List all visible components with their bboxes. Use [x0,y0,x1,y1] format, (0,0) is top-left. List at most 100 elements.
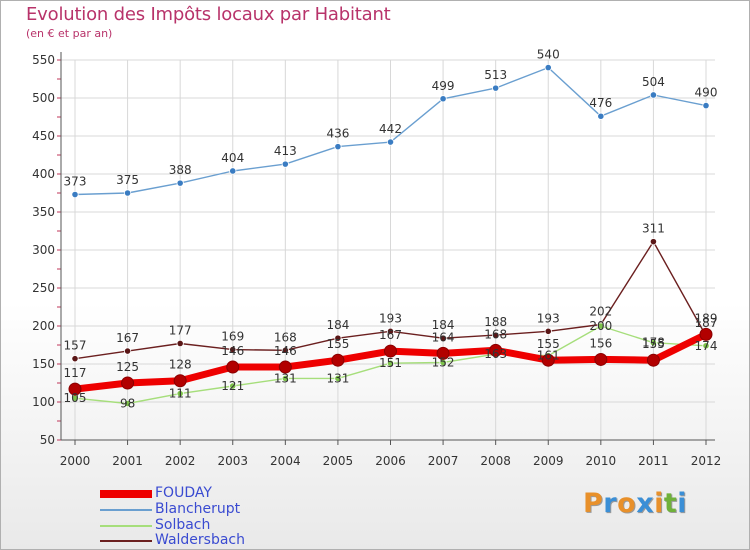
x-tick-label: 2007 [428,454,459,468]
data-point-fouday [226,360,240,374]
data-label-blancherupt: 404 [221,151,244,165]
data-point-blancherupt [544,64,552,72]
y-tick-label: 250 [32,281,55,295]
data-point-blancherupt [229,167,237,175]
data-label-fouday: 155 [642,337,665,351]
data-point-solbach [229,382,237,390]
x-tick-label: 2011 [638,454,669,468]
data-label-fouday: 167 [379,328,402,342]
data-point-fouday [121,376,135,390]
data-point-solbach [702,342,710,350]
x-tick-label: 2000 [60,454,91,468]
data-point-fouday [68,382,82,396]
data-label-fouday: 128 [169,358,192,372]
x-tick-label: 2006 [375,454,406,468]
data-point-solbach [334,374,342,383]
data-point-waldersbach [281,346,289,354]
y-tick-label: 150 [32,357,55,371]
data-label-fouday: 125 [116,360,139,374]
data-point-fouday [646,353,660,367]
data-label-blancherupt: 373 [64,175,87,189]
data-point-waldersbach [71,355,79,363]
data-point-fouday [278,360,292,374]
data-point-blancherupt [439,95,447,103]
x-tick-label: 2005 [323,454,354,468]
data-label-fouday: 156 [589,336,612,350]
data-point-waldersbach [649,238,658,246]
data-label-waldersbach: 184 [432,318,455,332]
data-point-waldersbach [176,339,184,348]
data-label-solbach: 111 [169,387,192,401]
legend-label-fouday: FOUDAY [155,485,212,501]
data-label-waldersbach: 167 [116,331,139,345]
data-label-waldersbach: 169 [221,330,244,344]
y-tick-label: 550 [32,53,55,67]
data-label-fouday: 155 [326,337,349,351]
data-label-fouday: 164 [432,330,455,344]
proxiti-logo: Proxiti [583,488,688,519]
data-point-blancherupt [334,143,342,151]
data-label-fouday: 189 [695,311,718,325]
data-label-waldersbach: 177 [169,323,192,337]
data-label-blancherupt: 499 [432,79,455,93]
data-label-blancherupt: 442 [379,122,402,136]
data-label-waldersbach: 311 [642,222,665,236]
data-label-solbach: 174 [695,339,718,353]
x-tick-label: 2003 [217,454,248,468]
data-point-blancherupt [597,112,605,120]
y-tick-label: 200 [32,319,55,333]
legend-swatch-solbach [100,525,152,527]
data-point-solbach [386,359,395,367]
data-label-solbach: 178 [642,336,665,350]
x-tick-label: 2012 [691,454,722,468]
data-label-blancherupt: 504 [642,75,665,89]
chart-subtitle: (en € et par an) [26,27,113,40]
data-label-waldersbach: 202 [589,304,612,318]
data-point-waldersbach [123,347,132,355]
y-tick-label: 450 [32,129,55,143]
data-label-blancherupt: 513 [484,68,507,82]
data-label-solbach: 151 [379,356,402,370]
data-label-solbach: 161 [537,349,560,363]
data-label-waldersbach: 188 [484,315,507,329]
legend-label-waldersbach: Waldersbach [155,532,246,548]
data-point-solbach [281,374,289,383]
data-point-waldersbach [439,334,447,342]
data-point-fouday [384,344,397,358]
x-tick-label: 2001 [112,454,143,468]
legend-swatch-blancherupt [100,509,152,511]
data-label-solbach: 131 [326,371,349,385]
data-label-blancherupt: 436 [326,127,349,141]
legend-swatch-waldersbach [100,540,152,542]
data-label-solbach: 152 [432,355,455,369]
x-tick-label: 2009 [533,454,564,468]
data-point-blancherupt [176,179,184,187]
data-point-blancherupt [702,102,710,110]
data-point-fouday [331,353,345,367]
data-point-waldersbach [544,327,552,335]
data-label-fouday: 168 [484,327,507,341]
data-point-waldersbach [334,334,342,342]
data-label-solbach: 163 [484,347,507,361]
data-label-fouday: 155 [537,337,560,351]
data-label-blancherupt: 490 [695,86,718,100]
data-label-waldersbach: 157 [64,339,87,353]
data-label-fouday: 146 [221,344,244,358]
y-tick-label: 350 [32,205,55,219]
data-label-fouday: 117 [64,366,87,380]
data-label-solbach: 98 [120,397,135,411]
data-point-blancherupt [649,91,658,99]
data-label-solbach: 105 [64,391,87,405]
data-point-blancherupt [123,189,132,197]
data-label-waldersbach: 168 [274,330,297,344]
data-label-waldersbach: 193 [537,311,560,325]
x-tick-label: 2004 [270,454,301,468]
data-point-fouday [436,346,450,360]
data-label-blancherupt: 413 [274,144,297,158]
data-label-solbach: 131 [274,371,297,385]
y-tick-label: 400 [32,167,55,181]
data-point-solbach [123,399,132,408]
data-point-waldersbach [229,345,237,354]
data-point-solbach [597,322,605,330]
